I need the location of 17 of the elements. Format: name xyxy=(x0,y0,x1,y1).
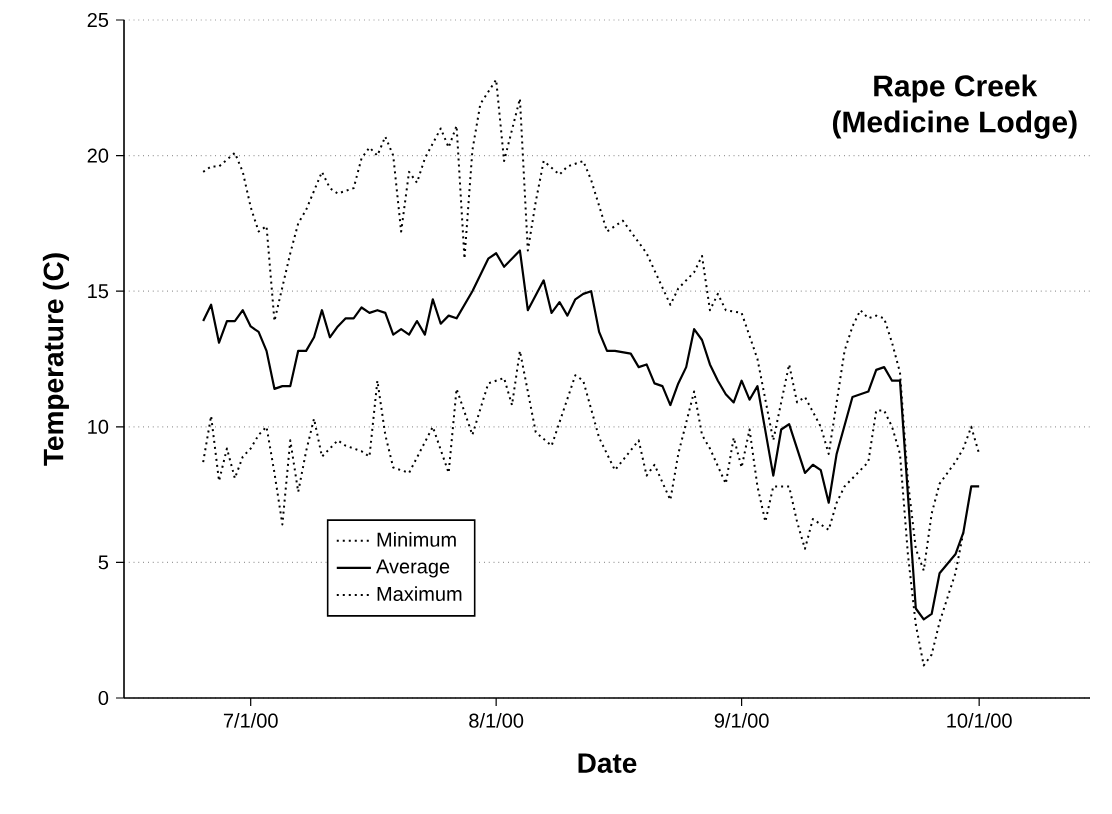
legend-label: Maximum xyxy=(377,586,462,602)
y-tick-label: 20 xyxy=(87,148,109,163)
y-tick-label: 5 xyxy=(98,555,109,570)
y-tick-label: 0 xyxy=(98,690,109,706)
y-tick-label: 10 xyxy=(88,419,109,434)
text: (Medicine Lodge) xyxy=(832,110,1077,139)
x-tick-label: 10/1/00 xyxy=(947,713,1012,728)
y-axis-title: Temperature (C) xyxy=(42,253,69,466)
x-tick-label: 7/1/00 xyxy=(223,713,278,728)
x-axis-title: Date xyxy=(578,753,637,774)
legend-label: Average xyxy=(376,559,450,578)
y-tick-label: 25 xyxy=(87,12,109,28)
legend-label: Minimum xyxy=(377,532,456,547)
x-tick-label: 8/1/00 xyxy=(469,713,524,728)
text: Rape Creek xyxy=(874,74,1038,103)
x-tick-label: 9/1/00 xyxy=(714,713,769,728)
y-tick-label: 15 xyxy=(88,284,109,299)
